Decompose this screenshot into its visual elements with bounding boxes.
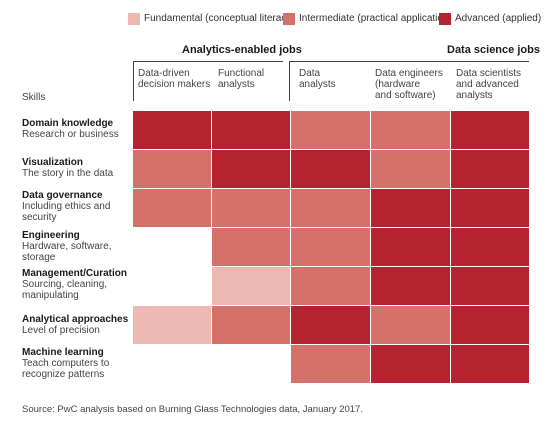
cell-engineering-data-scientists: [451, 228, 529, 266]
group-rule-analytics: [133, 61, 283, 62]
cell-analytical-approaches-data-scientists: [451, 306, 529, 344]
cell-management-curation-data-engineers: [371, 267, 450, 305]
cell-visualization-data-engineers: [371, 150, 450, 188]
cell-machine-learning-data-scientists: [451, 345, 529, 383]
legend: Fundamental (conceptual literacy) Interm…: [0, 12, 555, 30]
row-title-management-curation: Management/Curation: [22, 268, 128, 279]
row-title-domain-knowledge: Domain knowledge: [22, 118, 114, 129]
cell-domain-knowledge-data-engineers: [371, 111, 450, 149]
legend-swatch-fundamental: [128, 13, 140, 25]
column-header-data-analysts: Data analysts: [299, 68, 336, 90]
column-header-decision-makers: Data-driven decision makers: [138, 68, 211, 90]
legend-label-fundamental: Fundamental (conceptual literacy): [144, 13, 295, 24]
source-note: Source: PwC analysis based on Burning Gl…: [22, 404, 363, 415]
cell-domain-knowledge-data-scientists: [451, 111, 529, 149]
cell-domain-knowledge-data-analysts: [291, 111, 370, 149]
group-rule-data-science: [289, 61, 529, 62]
row-title-visualization: Visualization: [22, 157, 83, 168]
cell-domain-knowledge-decision-makers: [133, 111, 211, 149]
cell-management-curation-data-scientists: [451, 267, 529, 305]
group-title-data-science: Data science jobs: [447, 44, 540, 56]
column-header-data-scientists: Data scientists and advanced analysts: [456, 68, 522, 101]
cell-engineering-data-engineers: [371, 228, 450, 266]
row-subtitle-domain-knowledge: Research or business: [22, 129, 119, 140]
cell-analytical-approaches-functional-analysts: [212, 306, 290, 344]
cell-engineering-data-analysts: [291, 228, 370, 266]
cell-domain-knowledge-functional-analysts: [212, 111, 290, 149]
cell-machine-learning-data-engineers: [371, 345, 450, 383]
cell-visualization-functional-analysts: [212, 150, 290, 188]
cell-visualization-decision-makers: [133, 150, 211, 188]
row-title-engineering: Engineering: [22, 230, 80, 241]
divider-data-science: [289, 61, 290, 101]
row-subtitle-analytical-approaches: Level of precision: [22, 325, 100, 336]
cell-visualization-data-analysts: [291, 150, 370, 188]
cell-data-governance-data-analysts: [291, 189, 370, 227]
column-header-data-engineers: Data engineers (hardware and software): [375, 68, 443, 101]
row-subtitle-machine-learning: Teach computers to recognize patterns: [22, 358, 110, 380]
cell-management-curation-functional-analysts: [212, 267, 290, 305]
legend-label-intermediate: Intermediate (practical application): [299, 13, 452, 24]
cell-visualization-data-scientists: [451, 150, 529, 188]
skills-header: Skills: [22, 92, 46, 103]
legend-swatch-advanced: [439, 13, 451, 25]
divider-analytics: [133, 61, 134, 101]
cell-analytical-approaches-decision-makers: [133, 306, 211, 344]
cell-data-governance-functional-analysts: [212, 189, 290, 227]
legend-label-advanced: Advanced (applied): [455, 13, 542, 24]
cell-analytical-approaches-data-engineers: [371, 306, 450, 344]
row-title-analytical-approaches: Analytical approaches: [22, 314, 129, 325]
cell-machine-learning-data-analysts: [291, 345, 370, 383]
row-subtitle-visualization: The story in the data: [22, 168, 114, 179]
cell-management-curation-data-analysts: [291, 267, 370, 305]
row-title-data-governance: Data governance: [22, 190, 103, 201]
cell-data-governance-data-scientists: [451, 189, 529, 227]
group-title-analytics: Analytics-enabled jobs: [182, 44, 302, 56]
cell-analytical-approaches-data-analysts: [291, 306, 370, 344]
legend-swatch-intermediate: [283, 13, 295, 25]
row-subtitle-management-curation: Sourcing, cleaning, manipulating: [22, 279, 108, 301]
row-subtitle-data-governance: Including ethics and security: [22, 201, 111, 223]
row-subtitle-engineering: Hardware, software, storage: [22, 241, 112, 263]
row-title-machine-learning: Machine learning: [22, 347, 104, 358]
cell-data-governance-decision-makers: [133, 189, 211, 227]
cell-data-governance-data-engineers: [371, 189, 450, 227]
cell-engineering-functional-analysts: [212, 228, 290, 266]
column-header-functional-analysts: Functional analysts: [218, 68, 265, 90]
